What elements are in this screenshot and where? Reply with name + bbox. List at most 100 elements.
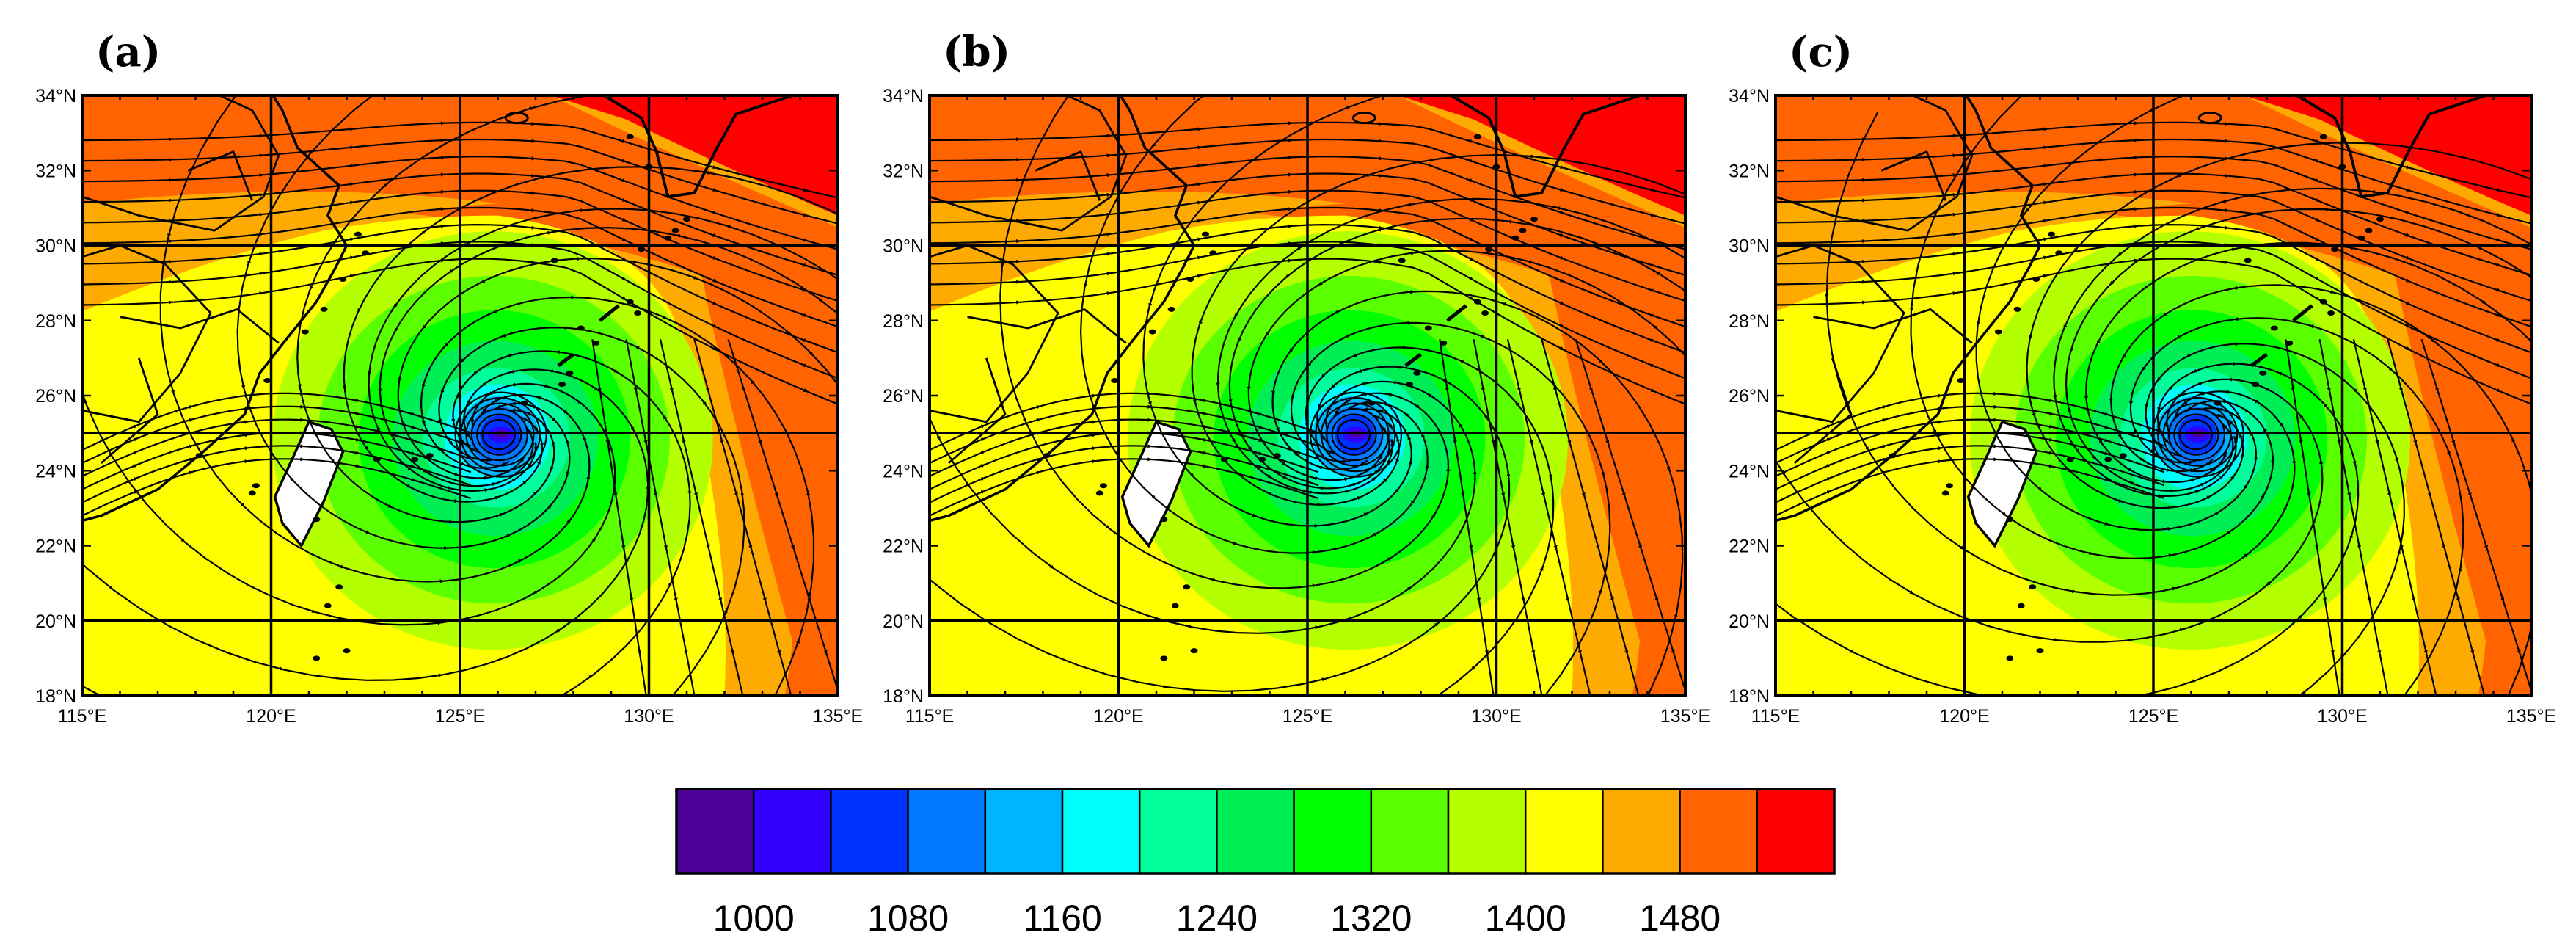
- streamline-arrow: [1343, 459, 1348, 464]
- streamline-arrow: [1862, 198, 1867, 203]
- streamline-arrow: [2048, 411, 2054, 415]
- streamline-arrow: [2122, 354, 2126, 359]
- streamline-arrow: [2536, 584, 2539, 589]
- streamline-arrow: [1106, 252, 1112, 256]
- streamline-arrow: [440, 172, 445, 177]
- streamline-arrow: [1567, 440, 1572, 445]
- streamline-arrow: [1092, 420, 1097, 424]
- streamline-arrow: [244, 446, 249, 451]
- streamline-arrow: [1459, 360, 1464, 364]
- streamline-arrow: [556, 628, 561, 633]
- streamline-arrow: [1317, 502, 1322, 507]
- streamline-arrow: [2496, 263, 2501, 267]
- streamline-arrow: [1396, 365, 1401, 369]
- streamline-arrow: [2225, 173, 2229, 178]
- streamline-arrow: [624, 558, 629, 563]
- streamline-arrow: [1203, 451, 1208, 455]
- streamline-arrow: [422, 384, 426, 388]
- streamline-arrow: [440, 138, 445, 142]
- streamline-arrow: [1092, 446, 1097, 451]
- streamline-arrow: [2194, 490, 2200, 494]
- streamline-arrow: [1434, 622, 1439, 627]
- streamline-arrow: [422, 324, 426, 330]
- streamline: [930, 366, 1511, 692]
- streamline-arrow: [2243, 484, 2248, 489]
- streamline-arrow: [259, 252, 264, 256]
- streamline: [1975, 95, 2258, 531]
- streamline-arrow: [1288, 156, 1293, 160]
- streamline-arrow: [612, 369, 617, 374]
- streamline-arrow: [1345, 333, 1350, 338]
- streamline-arrow: [528, 106, 533, 110]
- streamline-arrow: [2157, 407, 2161, 412]
- streamline-arrow: [1151, 142, 1156, 148]
- streamline-arrow: [718, 597, 723, 603]
- streamline: [2110, 284, 2531, 696]
- streamline-arrow: [1993, 457, 1998, 462]
- map-panel-b: 115°E 120°E 125°E 130°E 135°E 18°N 20°N 22°N 24°…: [883, 28, 1710, 727]
- streamline-arrow: [563, 410, 568, 414]
- streamline-arrow: [2043, 127, 2048, 131]
- streamline-arrow: [583, 436, 587, 441]
- streamline-arrow: [1375, 415, 1380, 420]
- streamline-arrow: [1357, 496, 1362, 501]
- streamline-arrow: [1318, 281, 1323, 286]
- streamline-arrow: [1598, 358, 1602, 363]
- streamline-arrow: [2225, 191, 2229, 195]
- streamline-arrow: [349, 274, 354, 278]
- island: [2036, 648, 2044, 654]
- streamline-arrow: [980, 451, 985, 455]
- island: [252, 483, 260, 489]
- streamline: [82, 418, 472, 477]
- streamline-arrow: [2362, 388, 2367, 392]
- streamline-arrow: [1379, 122, 1383, 126]
- streamline-arrow: [1404, 412, 1409, 417]
- streamline-arrow: [2337, 440, 2341, 445]
- streamline-arrow: [2277, 371, 2283, 376]
- streamline-arrow: [1147, 391, 1152, 396]
- axis-ticks: [81, 94, 839, 697]
- streamline-arrow: [1515, 401, 1519, 406]
- streamline-arrow: [1529, 440, 1533, 445]
- streamline-arrow: [2496, 188, 2501, 192]
- streamline-arrow: [2496, 288, 2501, 292]
- streamline-arrow: [357, 308, 362, 313]
- streamline-arrow: [2315, 217, 2320, 222]
- streamline: [82, 392, 472, 451]
- streamline-arrow: [2067, 410, 2072, 415]
- china-coastline: [1776, 95, 2042, 523]
- lat-tick-label: 22°N: [883, 537, 924, 557]
- streamline-arrow: [1036, 470, 1041, 475]
- streamline-arrow: [448, 520, 453, 524]
- ryukyu-island: [598, 304, 620, 322]
- streamline-arrow: [259, 134, 264, 138]
- streamline-arrow: [1862, 137, 1867, 142]
- streamline-arrow: [1938, 459, 1943, 464]
- streamline-arrow: [440, 189, 445, 194]
- island: [320, 306, 328, 312]
- streamline-arrow: [1315, 625, 1319, 630]
- streamline-arrow: [1862, 178, 1867, 182]
- streamline-arrow: [2219, 475, 2224, 479]
- streamline-arrow: [1258, 451, 1263, 456]
- island: [1148, 329, 1156, 335]
- colorbar-label: 1400: [1485, 898, 1566, 939]
- streamline-arrow: [712, 165, 718, 170]
- streamline-arrow: [1379, 139, 1383, 143]
- island: [1519, 228, 1527, 233]
- lon-tick-label: 135°E: [813, 706, 863, 727]
- streamline-arrow: [451, 418, 456, 423]
- contour-fill-band: [2470, 275, 2531, 696]
- streamline-arrow: [411, 451, 416, 456]
- streamline-arrow: [2215, 413, 2220, 418]
- streamline-arrow: [1233, 541, 1238, 545]
- streamline-arrow: [2168, 553, 2173, 558]
- streamline-arrow: [526, 412, 531, 416]
- lon-tick-label: 130°E: [1471, 706, 1521, 727]
- streamline-arrow: [550, 464, 554, 469]
- streamline-arrow: [259, 232, 264, 236]
- streamline-arrow: [2192, 679, 2197, 683]
- streamline-arrow: [2162, 479, 2167, 484]
- lon-tick-label: 115°E: [905, 706, 955, 727]
- streamline-arrow: [1197, 145, 1202, 150]
